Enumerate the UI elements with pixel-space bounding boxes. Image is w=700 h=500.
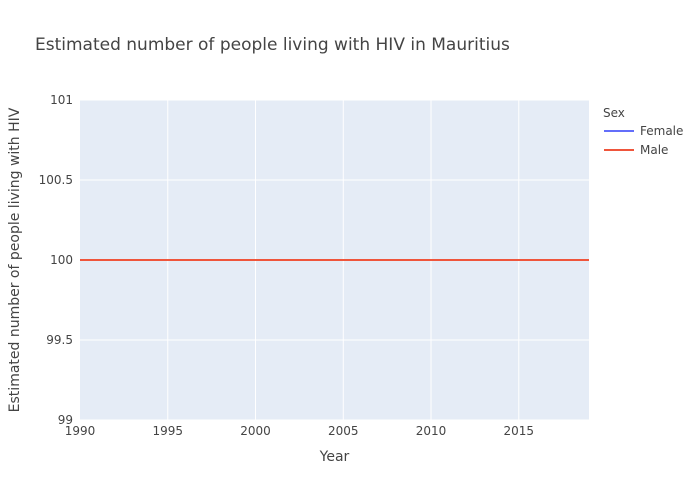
- x-tick-label: 2015: [504, 424, 535, 438]
- y-tick-label: 100.5: [39, 173, 73, 187]
- x-tick-label: 2000: [240, 424, 271, 438]
- legend-item-male[interactable]: Male: [604, 143, 668, 157]
- legend-label: Male: [640, 143, 668, 157]
- x-tick-label: 1995: [152, 424, 183, 438]
- y-tick-label: 99: [58, 413, 73, 427]
- legend-item-female[interactable]: Female: [604, 124, 683, 138]
- y-tick-label: 99.5: [46, 333, 73, 347]
- legend-title: Sex: [603, 106, 625, 120]
- y-tick-label: 101: [50, 93, 73, 107]
- legend-label: Female: [640, 124, 683, 138]
- x-tick-label: 2005: [328, 424, 359, 438]
- tick-labels: 1990 1995 2000 2005 2010 2015 99 99.5 100 100.5 10…: [39, 93, 534, 438]
- chart-title: Estimated number of people living with H…: [35, 35, 510, 55]
- y-axis-title: Estimated number of people living with H…: [7, 107, 23, 412]
- y-tick-label: 100: [50, 253, 73, 267]
- legend[interactable]: Sex Female Male: [603, 106, 683, 157]
- x-axis-title: Year: [319, 449, 350, 465]
- x-tick-label: 2010: [416, 424, 447, 438]
- x-tick-label: 1990: [65, 424, 96, 438]
